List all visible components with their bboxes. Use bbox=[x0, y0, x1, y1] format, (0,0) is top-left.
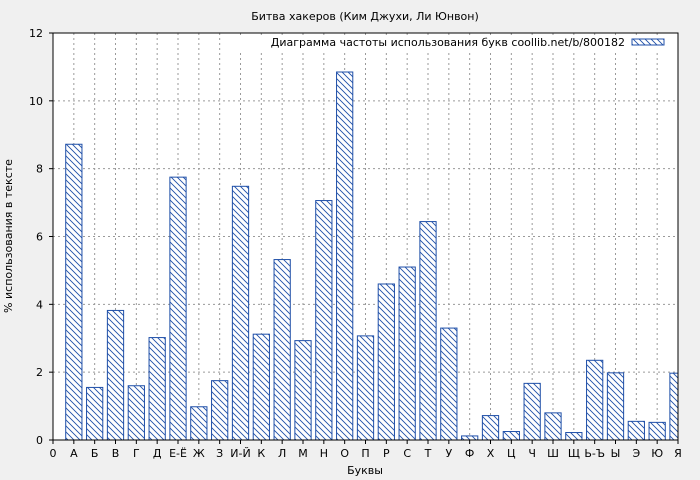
bar bbox=[211, 380, 229, 441]
x-tick-label: М bbox=[298, 447, 308, 460]
x-tick-label: П bbox=[361, 447, 369, 460]
bar bbox=[273, 259, 291, 441]
y-tick-label: 10 bbox=[29, 95, 43, 108]
x-tick-label: Ж bbox=[193, 447, 205, 460]
x-tick-label: 0 bbox=[50, 447, 57, 460]
bar bbox=[461, 435, 479, 441]
bar bbox=[606, 372, 625, 441]
x-tick-label: Р bbox=[383, 447, 390, 460]
bar bbox=[502, 431, 520, 441]
x-tick-label: О bbox=[340, 447, 349, 460]
x-tick-label: З bbox=[216, 447, 223, 460]
bar bbox=[565, 432, 583, 441]
bar bbox=[544, 412, 562, 441]
bar bbox=[127, 385, 145, 441]
legend-swatch bbox=[631, 38, 665, 46]
bar bbox=[336, 71, 354, 441]
bar bbox=[148, 337, 166, 441]
bar bbox=[294, 340, 312, 441]
y-tick-label: 8 bbox=[36, 163, 43, 176]
y-tick-label: 0 bbox=[36, 434, 43, 447]
bar bbox=[315, 200, 333, 441]
bar bbox=[586, 359, 604, 441]
bar bbox=[356, 335, 375, 441]
bar bbox=[377, 283, 395, 441]
x-tick-label: Ф bbox=[465, 447, 474, 460]
legend: Диаграмма частоты использования букв coo… bbox=[240, 35, 676, 50]
x-tick-label: А bbox=[70, 447, 78, 460]
x-tick-label: Д bbox=[153, 447, 162, 460]
x-tick-label: У bbox=[445, 447, 452, 460]
x-tick-label: Ч bbox=[528, 447, 536, 460]
bar bbox=[398, 266, 416, 441]
x-tick-label: Э bbox=[632, 447, 640, 460]
bar bbox=[419, 221, 437, 441]
x-tick-label: Щ bbox=[568, 447, 580, 460]
y-tick-label: 4 bbox=[36, 298, 43, 311]
legend-label: Диаграмма частоты использования букв coo… bbox=[271, 36, 625, 49]
bar bbox=[252, 333, 270, 441]
bars bbox=[65, 71, 679, 441]
x-axis-label: Буквы bbox=[347, 464, 383, 477]
bar bbox=[169, 176, 187, 441]
y-tick-label: 12 bbox=[29, 27, 43, 40]
chart-title: Битва хакеров (Ким Джухи, Ли Юнвон) bbox=[251, 10, 479, 23]
x-tick-label: Ц bbox=[507, 447, 516, 460]
x-tick-label: Б bbox=[91, 447, 99, 460]
bar bbox=[648, 421, 666, 441]
bar bbox=[65, 143, 83, 441]
x-tick-label: Ш bbox=[547, 447, 559, 460]
x-tick-label: Ы bbox=[611, 447, 621, 460]
bar bbox=[190, 406, 208, 441]
x-tick-label: К bbox=[257, 447, 265, 460]
bar bbox=[627, 420, 645, 441]
grid bbox=[53, 33, 678, 440]
legend-box bbox=[240, 35, 676, 50]
y-tick-label: 2 bbox=[36, 366, 43, 379]
x-tick-label: Я bbox=[674, 447, 682, 460]
x-tick-label: Е-Ё bbox=[169, 447, 187, 460]
bar bbox=[523, 382, 541, 441]
x-tick-label: Н bbox=[320, 447, 328, 460]
x-tick-label: Л bbox=[278, 447, 286, 460]
x-tick-label: Т bbox=[424, 447, 432, 460]
x-tick-label: Г bbox=[133, 447, 140, 460]
y-tick-label: 6 bbox=[36, 231, 43, 244]
bar bbox=[481, 415, 500, 441]
bar bbox=[86, 386, 104, 441]
x-tick-label: С bbox=[403, 447, 411, 460]
bar bbox=[231, 185, 250, 441]
x-tick-label: Ю bbox=[651, 447, 663, 460]
x-tick-label: Ь-Ъ bbox=[584, 447, 605, 460]
bar bbox=[440, 327, 458, 441]
x-tick-label: Х bbox=[487, 447, 495, 460]
x-tick-label: И-Й bbox=[230, 447, 250, 460]
x-tick-label: В bbox=[112, 447, 120, 460]
y-axis-label: % использования в тексте bbox=[2, 159, 15, 313]
bar bbox=[669, 372, 679, 441]
bar bbox=[106, 309, 125, 441]
